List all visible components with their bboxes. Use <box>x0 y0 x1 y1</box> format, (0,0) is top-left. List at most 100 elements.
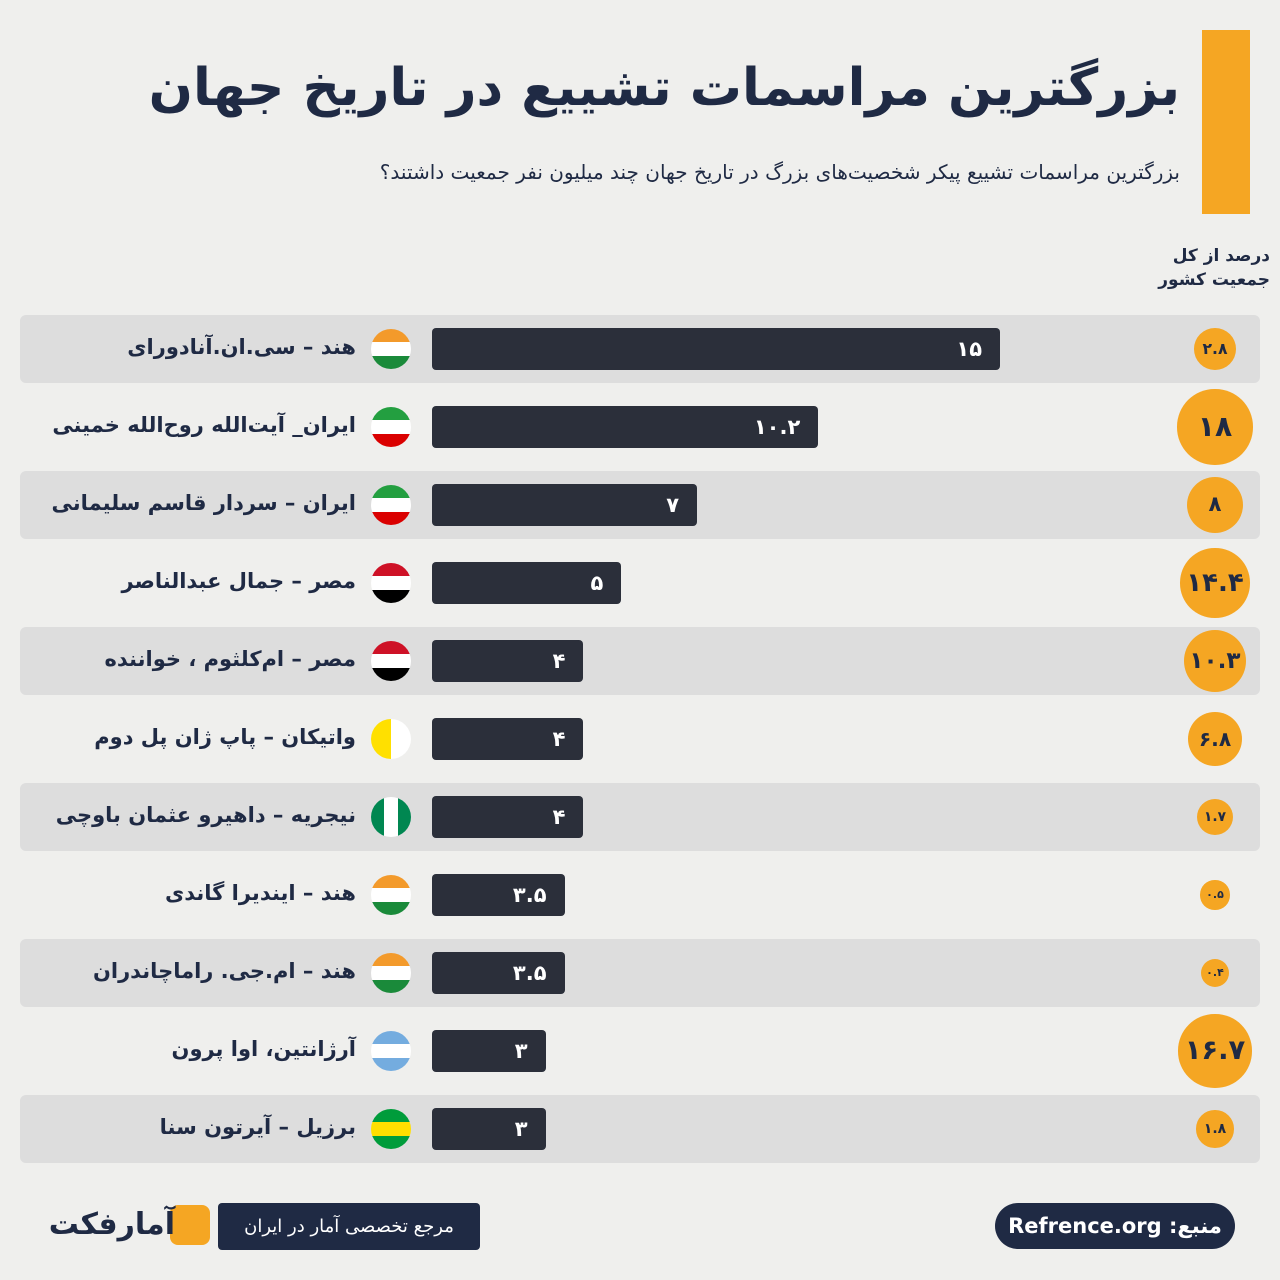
bar <box>432 640 584 682</box>
bar-label: ۷ <box>666 493 680 517</box>
logo: آمارفکت <box>48 1207 175 1242</box>
flag <box>371 797 411 837</box>
category-label: ایران_ آیت‌الله روح‌الله خمینی <box>52 413 356 437</box>
flag-stripe <box>371 654 411 668</box>
flag-stripe <box>371 498 411 512</box>
bar-label: ۳.۵ <box>512 883 547 907</box>
category-label: هند – ام.جی. راماچاندران <box>92 959 356 983</box>
percent-label: ۰.۴ <box>1206 966 1224 980</box>
flag-stripe <box>371 966 411 980</box>
percent-circle: ۱.۸ <box>1196 1110 1234 1148</box>
row-background <box>20 783 1260 851</box>
source: منبع: Refrence.org <box>995 1203 1235 1249</box>
percent-label: ۰.۵ <box>1206 888 1224 902</box>
flag-stripe <box>371 576 411 590</box>
flag-stripe <box>371 589 411 603</box>
percent-circle: ۱۸ <box>1177 389 1253 465</box>
flag-stripe <box>371 875 411 889</box>
bar-label: ۴ <box>552 727 566 751</box>
percent-circle: ۰.۵ <box>1200 880 1230 910</box>
percent-circle: ۱.۷ <box>1196 798 1234 836</box>
bar <box>432 718 584 760</box>
percent-label: ۸ <box>1208 492 1222 518</box>
flag <box>371 329 411 369</box>
flag <box>371 875 411 915</box>
flag-stripe <box>371 667 411 681</box>
bar-label: ۳ <box>514 1117 528 1141</box>
flag-stripe <box>371 1135 411 1149</box>
bar <box>432 562 622 604</box>
percent-label: ۱۸ <box>1197 410 1233 444</box>
flag-stripe <box>371 329 411 343</box>
logo-mark <box>170 1205 210 1245</box>
accent-bar <box>1202 30 1250 214</box>
flag-stripe <box>371 355 411 369</box>
flag-stripe <box>371 342 411 356</box>
percent-label: ۶.۸ <box>1198 726 1232 751</box>
percent-circle: ۱۰.۳ <box>1184 630 1246 692</box>
flag <box>371 641 411 681</box>
percent-label: ۱.۸ <box>1203 1120 1227 1137</box>
flag-stripe <box>371 563 411 577</box>
bar <box>432 1030 546 1072</box>
percent-label: ۲.۸ <box>1202 339 1228 359</box>
flag-stripe <box>391 719 411 759</box>
percent-circle: ۸ <box>1186 476 1244 534</box>
chart-subtitle: بزرگترین مراسمات تشییع پیکر شخصیت‌های بز… <box>379 160 1180 184</box>
flag-stripe <box>384 797 398 837</box>
bar <box>432 328 1001 370</box>
chart-title: بزرگترین مراسمات تشییع در تاریخ جهان <box>148 58 1180 118</box>
bar <box>432 952 565 994</box>
percent-label: ۱۴.۴ <box>1186 567 1244 598</box>
category-label: مصر – جمال عبدالناصر <box>121 569 356 593</box>
flag <box>371 563 411 603</box>
percent-circle: ۲.۸ <box>1194 328 1236 370</box>
bar-label: ۵ <box>590 571 604 595</box>
percent-label: ۱۰.۳ <box>1189 647 1241 674</box>
flag-stripe <box>371 1057 411 1071</box>
bar-label: ۴ <box>552 805 566 829</box>
flag-stripe <box>371 901 411 915</box>
flag-stripe <box>371 953 411 967</box>
flag-stripe <box>371 407 411 421</box>
percent-circle: ۰.۴ <box>1200 958 1230 988</box>
flag-stripe <box>371 979 411 993</box>
row-background <box>20 939 1260 1007</box>
footer-note: مرجع تخصصی آمار در ایران <box>218 1203 480 1250</box>
flag-stripe <box>397 797 411 837</box>
category-label: هند – ایندیرا گاندی <box>165 881 356 905</box>
bar-label: ۳ <box>514 1039 528 1063</box>
bar <box>432 406 819 448</box>
flag <box>371 953 411 993</box>
category-label: نیجریه – داهیرو عثمان باوچی <box>55 803 356 827</box>
percent-title: درصد از کل جمعیت کشور <box>1158 246 1270 290</box>
percent-circle: ۱۶.۷ <box>1178 1014 1252 1088</box>
bar-label: ۴ <box>552 649 566 673</box>
row-background <box>20 1095 1260 1163</box>
flag <box>371 485 411 525</box>
bar-label: ۱۵ <box>956 337 983 361</box>
flag <box>371 719 411 759</box>
bar <box>432 874 565 916</box>
flag-stripe <box>371 511 411 525</box>
row-background <box>20 627 1260 695</box>
percent-circle: ۱۴.۴ <box>1180 548 1250 618</box>
flag-stripe <box>371 420 411 434</box>
category-label: آرژانتین، اوا پرون <box>171 1037 356 1061</box>
bar <box>432 484 698 526</box>
flag-stripe <box>371 1031 411 1045</box>
flag <box>371 1031 411 1071</box>
percent-label: ۱.۷ <box>1203 808 1227 825</box>
category-label: ایران – سردار قاسم سلیمانی <box>51 491 356 515</box>
category-label: مصر – ام‌کلثوم ، خواننده <box>104 647 356 671</box>
flag-stripe <box>371 797 385 837</box>
percent-label: ۱۶.۷ <box>1184 1035 1246 1067</box>
flag-stripe <box>371 1109 411 1123</box>
flag-stripe <box>371 1044 411 1058</box>
bar <box>432 1108 546 1150</box>
flag-stripe <box>371 485 411 499</box>
flag-stripe <box>371 719 391 759</box>
category-label: واتیکان – پاپ ژان پل دوم <box>94 725 356 749</box>
flag-stripe <box>371 433 411 447</box>
